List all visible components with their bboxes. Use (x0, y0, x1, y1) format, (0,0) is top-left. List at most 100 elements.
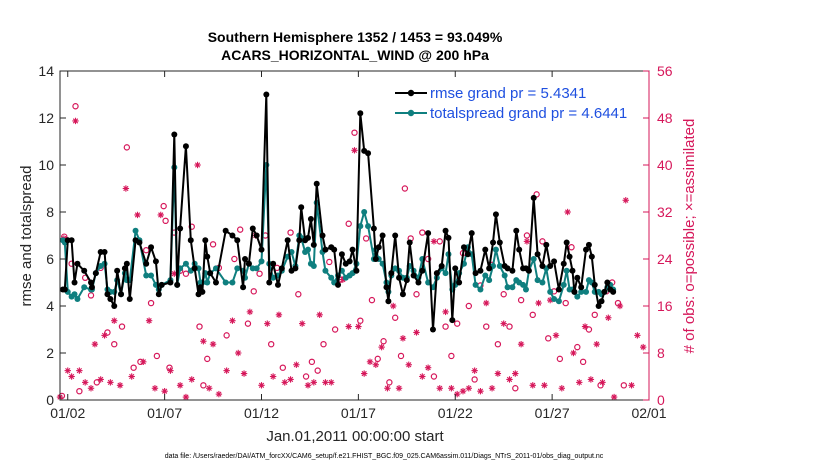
rmse-point (388, 270, 395, 277)
obs-assimilated-stroke (634, 332, 641, 339)
obs-assimilated-stroke (419, 373, 425, 380)
obs-assimilated-point (541, 382, 548, 389)
obs-assimilated-stroke (535, 300, 542, 306)
totalspread-point (551, 295, 558, 302)
legend-totalspread-marker (407, 109, 415, 117)
rmse-point (245, 260, 252, 267)
obs-assimilated-stroke (82, 379, 88, 386)
rmse-point (71, 279, 78, 286)
obs-possible-point (256, 270, 263, 277)
obs-assimilated-stroke (576, 379, 582, 386)
data-file-footer: data file: /Users/raeder/DAI/ATM_forcXX/… (165, 453, 604, 460)
rmse-point (410, 272, 417, 279)
totalspread-point (442, 270, 449, 277)
obs-assimilated-stroke (129, 373, 135, 380)
obs-possible-point (223, 332, 230, 339)
obs-possible-point (196, 323, 203, 330)
totalspread-point (496, 263, 503, 270)
obs-assimilated-point (194, 161, 201, 169)
left-y-axis-label: rmse and totalspread (18, 166, 35, 307)
obs-assimilated-stroke (617, 303, 623, 309)
obs-assimilated-stroke (282, 379, 288, 386)
obs-assimilated-point (558, 385, 566, 392)
x-axis-label: Jan.01,2011 00:00:00 start (266, 428, 444, 445)
totalspread-point (234, 265, 241, 272)
rmse-point (322, 246, 329, 253)
obs-assimilated-point (205, 385, 213, 392)
obs-assimilated-stroke (101, 332, 108, 339)
obs-assimilated-point (419, 373, 426, 380)
obs-assimilated-point (634, 332, 641, 339)
obs-assimilated-stroke (530, 382, 536, 388)
obs-assimilated-stroke (167, 367, 174, 374)
obs-assimilated-stroke (311, 379, 317, 386)
chart-title-line2: ACARS_HORIZONTAL_WIND @ 200 hPa (221, 47, 489, 63)
rmse-point (574, 274, 581, 281)
obs-possible-point (331, 326, 339, 333)
totalspread-point (361, 209, 368, 215)
rmse-point (68, 237, 75, 244)
obs-assimilated-stroke (305, 382, 311, 388)
obs-assimilated-point (529, 382, 536, 389)
obs-possible-point (430, 373, 438, 380)
obs-assimilated-point (488, 385, 496, 392)
rmse-point (555, 286, 562, 293)
obs-possible-point (391, 314, 399, 321)
rmse-point (598, 298, 605, 305)
rmse-point (114, 267, 121, 274)
rmse-point (61, 286, 68, 293)
rmse-point (372, 256, 379, 262)
obs-possible-point (143, 246, 150, 254)
rmse-point (403, 277, 410, 284)
obs-possible-point (424, 255, 432, 263)
left-y-tick-label: 0 (46, 392, 54, 408)
obs-assimilated-point (200, 338, 207, 345)
obs-assimilated-stroke (501, 320, 507, 327)
obs-assimilated-point (628, 382, 635, 389)
obs-possible-point (87, 292, 95, 299)
obs-assimilated-point (111, 317, 118, 324)
obs-assimilated-stroke (518, 341, 524, 347)
obs-assimilated-point (494, 370, 502, 377)
obs-assimilated-stroke (258, 382, 265, 388)
rmse-point (365, 150, 372, 157)
obs-possible-point (162, 217, 169, 225)
rmse-point (253, 232, 260, 239)
rmse-point (274, 281, 281, 288)
obs-assimilated-point (506, 376, 513, 383)
obs-assimilated-stroke (229, 318, 236, 324)
chart-marks (56, 91, 647, 401)
totalspread-point (132, 227, 139, 234)
obs-assimilated-point (616, 302, 624, 310)
obs-assimilated-stroke (346, 323, 352, 330)
obs-assimilated-point (157, 211, 164, 219)
totalspread-point (322, 267, 329, 274)
obs-assimilated-stroke (146, 318, 152, 324)
totalspread-point (305, 246, 311, 253)
rmse-point (204, 253, 211, 260)
totalspread-point (563, 267, 570, 274)
totalspread-point (578, 288, 585, 295)
rmse-point (182, 143, 189, 150)
obs-assimilated-point (81, 379, 89, 386)
right-y-tick-label: 56 (657, 63, 673, 79)
obs-assimilated-stroke (328, 379, 334, 386)
obs-assimilated-point (605, 314, 612, 321)
obs-possible-point (209, 241, 217, 248)
obs-assimilated-stroke (65, 367, 71, 374)
obs-assimilated-point (378, 343, 385, 351)
rmse-point (492, 211, 499, 218)
obs-assimilated-point (223, 367, 230, 374)
obs-possible-point (287, 229, 294, 236)
obs-assimilated-point (145, 317, 153, 324)
obs-assimilated-point (304, 382, 312, 389)
obs-assimilated-point (500, 320, 507, 327)
obs-assimilated-stroke (161, 388, 168, 394)
obs-assimilated-stroke (489, 385, 495, 391)
rmse-point (516, 246, 523, 253)
obs-assimilated-stroke (361, 370, 367, 377)
rmse-point (406, 239, 413, 246)
obs-possible-point (279, 364, 287, 371)
obs-possible-point (204, 355, 211, 363)
rmse-point (296, 237, 303, 244)
